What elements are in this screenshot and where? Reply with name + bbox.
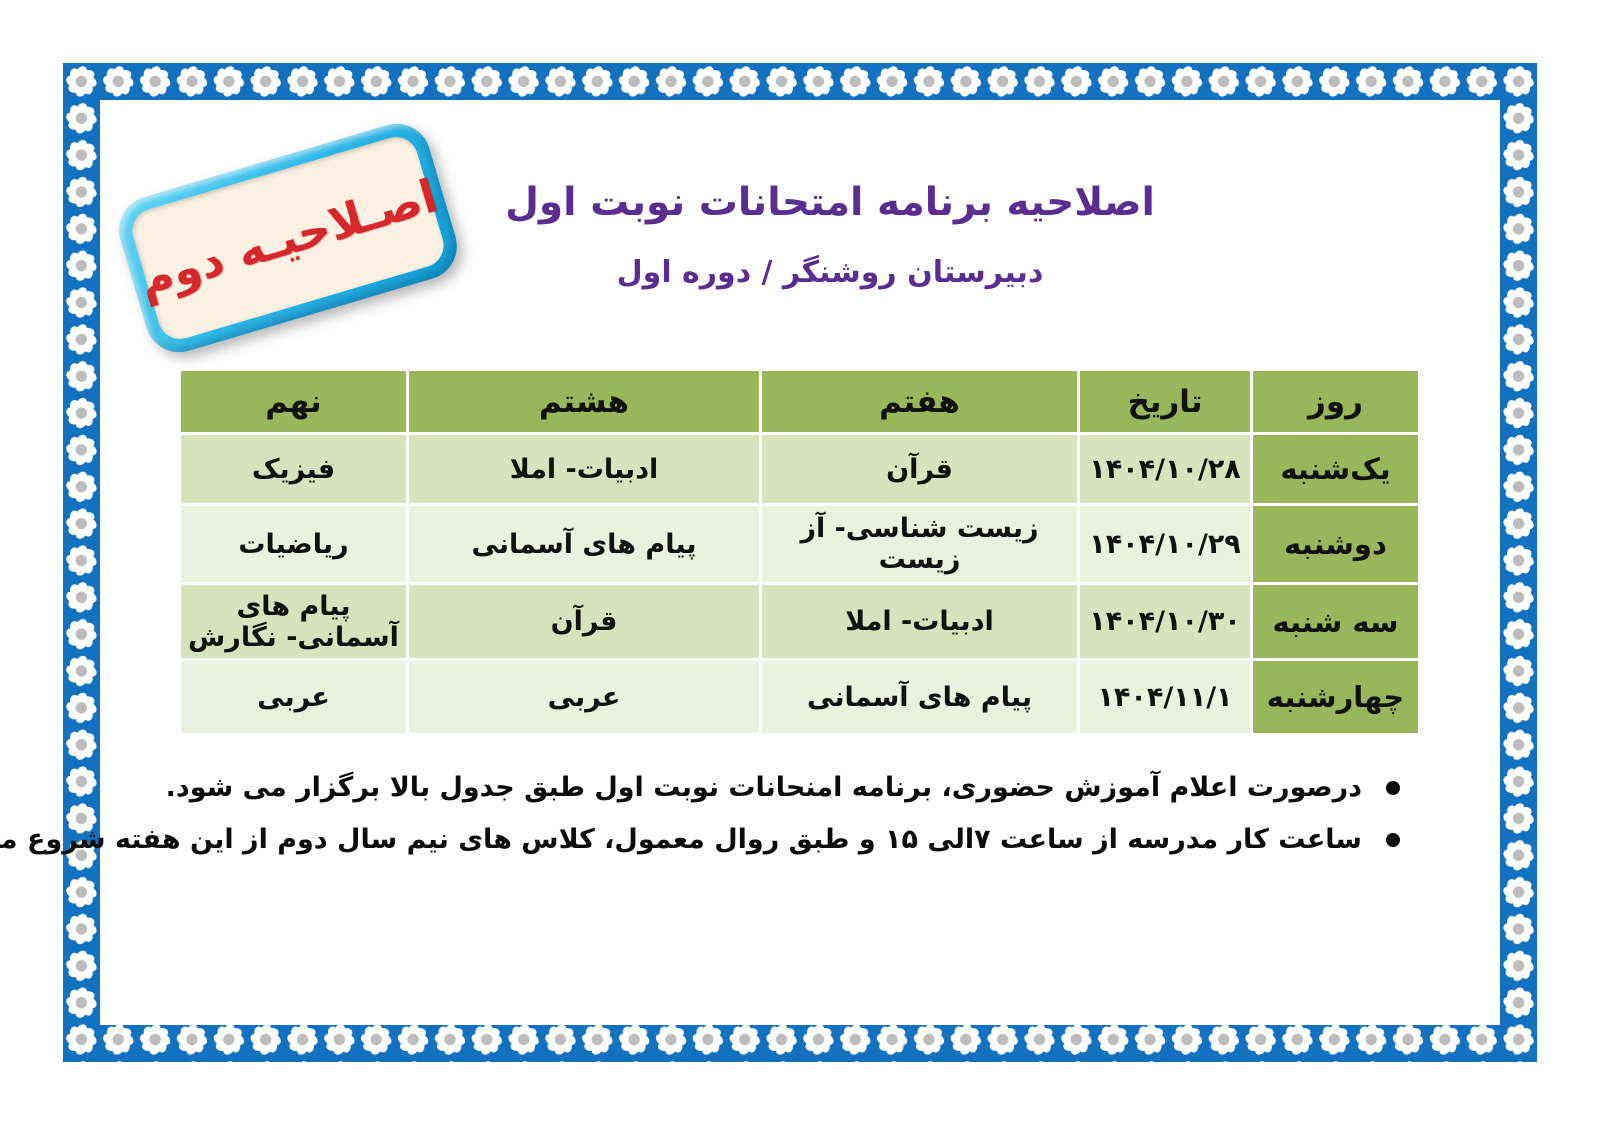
subject-cell-grade9: عربی	[181, 661, 406, 733]
page-subtitle: دبیرستان روشنگر / دوره اول	[616, 255, 1044, 290]
subject-cell-grade7: زیست شناسی- آز زیست	[762, 506, 1077, 582]
subject-cell-grade8: پیام های آسمانی	[409, 506, 759, 582]
col-header-day: روز	[1253, 371, 1418, 432]
note-item: درصورت اعلام آموزش حضوری، برنامه امنحانا…	[150, 772, 1400, 803]
subject-cell-grade7: ادبیات- املا	[762, 585, 1077, 658]
day-cell: دوشنبه	[1253, 506, 1418, 582]
col-header-grade7: هفتم	[762, 371, 1077, 432]
col-header-grade8: هشتم	[409, 371, 759, 432]
subject-cell-grade8: قرآن	[409, 585, 759, 658]
header-block: اصلاحیه برنامه امتحانات نوبت اول دبیرستا…	[430, 180, 1230, 290]
correction-badge-label: اصـلاحیـه دوم	[132, 168, 444, 308]
table-row: سه شنبه ۱۴۰۴/۱۰/۳۰ ادبیات- املا قرآن پیا…	[181, 585, 1418, 658]
date-cell: ۱۴۰۴/۱۰/۳۰	[1080, 585, 1250, 658]
date-cell: ۱۴۰۴/۱۱/۱	[1080, 661, 1250, 733]
table-row: دوشنبه ۱۴۰۴/۱۰/۲۹ زیست شناسی- آز زیست پی…	[181, 506, 1418, 582]
subject-cell-grade8: عربی	[409, 661, 759, 733]
day-cell: سه شنبه	[1253, 585, 1418, 658]
subject-cell-grade8: ادبیات- املا	[409, 435, 759, 503]
day-cell: چهارشنبه	[1253, 661, 1418, 733]
col-header-date: تاریخ	[1080, 371, 1250, 432]
col-header-grade9: نهم	[181, 371, 406, 432]
date-cell: ۱۴۰۴/۱۰/۲۸	[1080, 435, 1250, 503]
table-row: یک‌شنبه ۱۴۰۴/۱۰/۲۸ قرآن ادبیات- املا فیز…	[181, 435, 1418, 503]
table-header-row: روز تاریخ هفتم هشتم نهم	[181, 371, 1418, 432]
subject-cell-grade7: پیام های آسمانی	[762, 661, 1077, 733]
page-title: اصلاحیه برنامه امتحانات نوبت اول	[505, 180, 1155, 225]
note-item: ساعت کار مدرسه از ساعت ۷الی ۱۵ و طبق روا…	[0, 824, 1400, 855]
notes-list: درصورت اعلام آموزش حضوری، برنامه امنحانا…	[0, 772, 1400, 876]
exam-schedule-table: روز تاریخ هفتم هشتم نهم یک‌شنبه ۱۴۰۴/۱۰/…	[178, 368, 1421, 736]
note-text: ساعت کار مدرسه از ساعت ۷الی ۱۵ و طبق روا…	[0, 824, 1362, 855]
subject-cell-grade9: فیزیک	[181, 435, 406, 503]
day-cell: یک‌شنبه	[1253, 435, 1418, 503]
note-text: درصورت اعلام آموزش حضوری، برنامه امنحانا…	[165, 772, 1362, 803]
bullet-icon	[1386, 832, 1400, 847]
subject-cell-grade9: پیام های آسمانی- نگارش	[181, 585, 406, 658]
subject-cell-grade9: ریاضیات	[181, 506, 406, 582]
bullet-icon	[1386, 780, 1400, 795]
table-row: چهارشنبه ۱۴۰۴/۱۱/۱ پیام های آسمانی عربی …	[181, 661, 1418, 733]
subject-cell-grade7: قرآن	[762, 435, 1077, 503]
date-cell: ۱۴۰۴/۱۰/۲۹	[1080, 506, 1250, 582]
